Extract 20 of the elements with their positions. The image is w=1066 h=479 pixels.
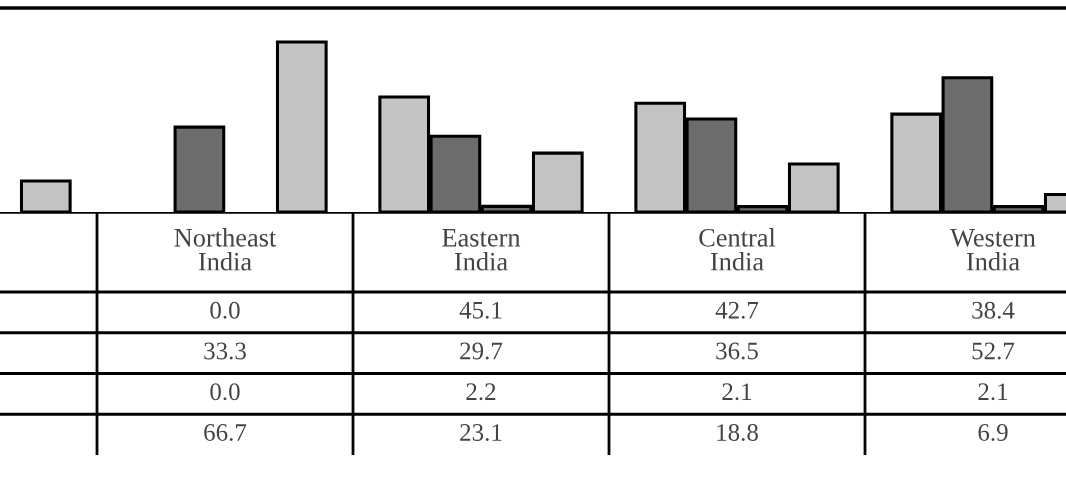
data-label: 2.2 <box>466 383 496 401</box>
x-tick-label: Western India <box>950 229 1036 271</box>
data-label: 23.1 <box>460 424 502 441</box>
data-label: 38.4 <box>972 301 1015 319</box>
data-label: 6.9 <box>978 424 1008 441</box>
data-label: 18.8 <box>717 424 758 441</box>
data-label: 45.1 <box>459 301 502 319</box>
data-label: 36.5 <box>716 342 758 360</box>
data-label: 2.1 <box>722 383 752 401</box>
data-label: 42.7 <box>715 301 759 319</box>
data-label: 0.0 <box>210 383 240 401</box>
data-label: 0.0 <box>210 301 240 319</box>
data-label: 33.3 <box>204 342 246 360</box>
data-label: 2.1 <box>978 383 1008 401</box>
x-tick-label: Northeast India <box>174 228 277 271</box>
x-tick-label: Eastern India <box>442 229 521 271</box>
data-label: 66.7 <box>204 424 247 441</box>
data-label: 52.7 <box>972 342 1015 360</box>
x-tick-label: Central India <box>699 228 776 271</box>
data-label: 29.7 <box>460 342 503 360</box>
